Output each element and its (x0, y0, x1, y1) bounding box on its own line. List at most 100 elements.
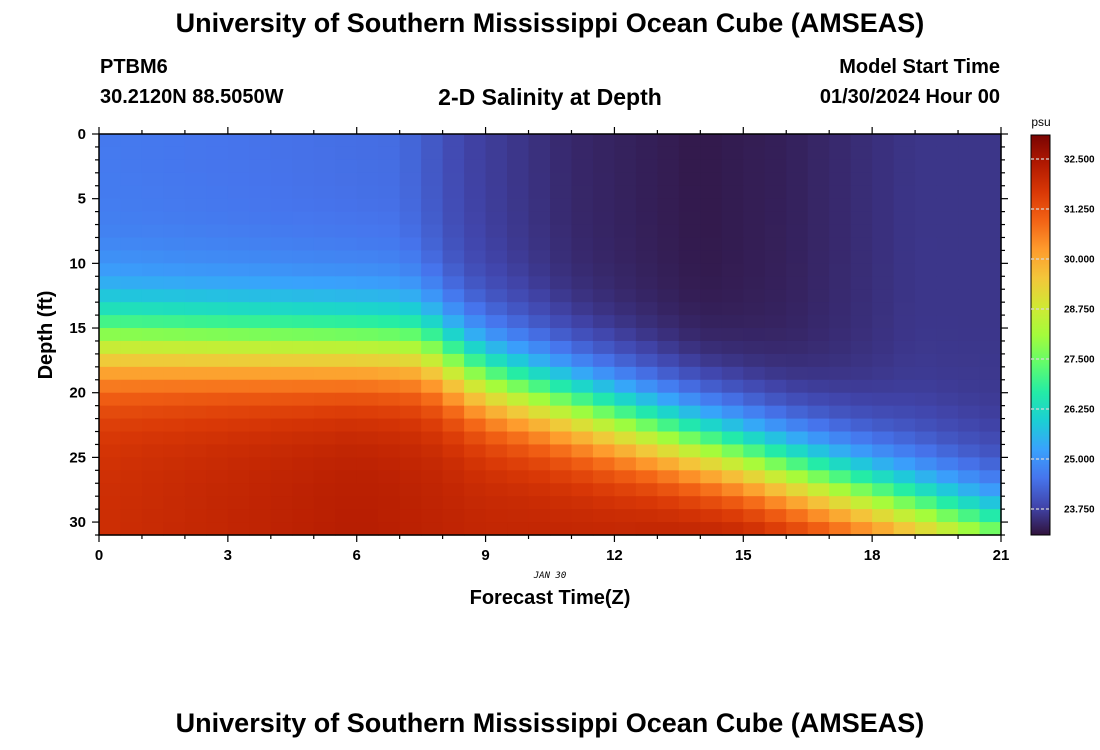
heatmap-cell (592, 159, 616, 174)
heatmap-cell (678, 289, 701, 303)
heatmap-cell (850, 405, 873, 420)
heatmap-cell (184, 146, 207, 161)
heatmap-cell (850, 172, 873, 187)
heatmap-cell (356, 353, 379, 368)
heatmap-cell (958, 302, 981, 316)
heatmap-cell (485, 496, 508, 510)
heatmap-cell (807, 159, 830, 174)
heatmap-cell (378, 237, 401, 252)
heatmap-cell (99, 263, 122, 277)
heatmap-cell (550, 470, 573, 484)
heatmap-cell (120, 185, 143, 200)
colorbar-tick-label: 31.250 (1064, 205, 1095, 216)
heatmap-cell (313, 315, 336, 329)
heatmap-cell (356, 146, 379, 161)
heatmap-cell (592, 211, 616, 226)
heatmap-cell (829, 470, 852, 484)
heatmap-cell (249, 392, 272, 407)
heatmap-cell (614, 198, 637, 213)
colorbar-tick-label: 26.250 (1064, 405, 1095, 416)
heatmap-cell (592, 263, 616, 277)
heatmap-cell (936, 159, 959, 174)
y-tick-label: 15 (69, 320, 86, 337)
heatmap-cell (614, 457, 637, 471)
heatmap-cell (141, 224, 165, 239)
heatmap-cell (829, 405, 852, 420)
heatmap-cell (206, 405, 229, 420)
heatmap-cell (743, 328, 766, 342)
heatmap-cell (657, 509, 680, 523)
heatmap-cell (163, 392, 186, 407)
heatmap-cell (721, 496, 744, 510)
heatmap-cell (678, 444, 701, 458)
heatmap-cell (721, 483, 744, 497)
heatmap-cell (184, 340, 207, 355)
heatmap-cell (507, 159, 530, 174)
heatmap-cell (141, 328, 165, 342)
heatmap-cell (915, 509, 938, 523)
heatmap-cell (399, 340, 422, 355)
heatmap-cell (635, 185, 658, 200)
heatmap-cell (141, 444, 165, 458)
heatmap-cell (528, 276, 551, 290)
heatmap-cell (313, 198, 336, 213)
heatmap-cell (743, 134, 766, 148)
heatmap-cell (99, 315, 122, 329)
heatmap-cell (378, 457, 401, 471)
heatmap-cell (872, 457, 895, 471)
heatmap-cell (635, 418, 658, 433)
heatmap-cell (120, 418, 143, 433)
heatmap-cell (249, 302, 272, 316)
heatmap-cell (958, 431, 981, 446)
heatmap-cell (399, 224, 422, 239)
heatmap-cell (915, 392, 938, 407)
heatmap-cell (657, 457, 680, 471)
heatmap-cell (507, 509, 530, 523)
heatmap-cell (764, 328, 787, 342)
heatmap-cell (571, 470, 594, 484)
heatmap-cell (249, 211, 272, 226)
heatmap-cell (915, 483, 938, 497)
heatmap-cell (850, 496, 873, 510)
heatmap-cell (292, 509, 315, 523)
heatmap-cell (528, 379, 551, 394)
heatmap-cell (292, 250, 315, 264)
heatmap-cell (614, 405, 637, 420)
heatmap-cell (163, 328, 186, 342)
heatmap-cell (227, 211, 250, 226)
heatmap-cell (571, 405, 594, 420)
heatmap-cell (421, 315, 444, 329)
heatmap-cell (227, 250, 250, 264)
heatmap-cell (206, 289, 229, 303)
heatmap-cell (313, 211, 336, 226)
heatmap-cell (635, 289, 658, 303)
heatmap-cell (270, 483, 293, 497)
heatmap-cell (872, 211, 895, 226)
heatmap-cell (786, 302, 809, 316)
heatmap-cell (721, 522, 744, 536)
heatmap-cell (399, 302, 422, 316)
heatmap-cell (764, 431, 787, 446)
heatmap-cell (507, 224, 530, 239)
heatmap-cell (292, 146, 315, 161)
heatmap-cell (249, 276, 272, 290)
heatmap-cell (829, 418, 852, 433)
heatmap-cell (528, 496, 551, 510)
heatmap-cell (141, 405, 165, 420)
heatmap-cell (163, 431, 186, 446)
heatmap-cell (184, 431, 207, 446)
heatmap-cell (421, 172, 444, 187)
heatmap-cell (893, 146, 916, 161)
heatmap-cell (614, 379, 637, 394)
heatmap-cell (99, 172, 122, 187)
heatmap-cell (464, 289, 487, 303)
heatmap-cell (829, 340, 852, 355)
heatmap-cell (120, 328, 143, 342)
heatmap-cell (485, 392, 508, 407)
heatmap-cell (678, 392, 701, 407)
heatmap-cell (936, 276, 959, 290)
heatmap-cell (442, 224, 465, 239)
heatmap-cell (378, 146, 401, 161)
heatmap-cell (678, 211, 701, 226)
heatmap-cell (936, 457, 959, 471)
